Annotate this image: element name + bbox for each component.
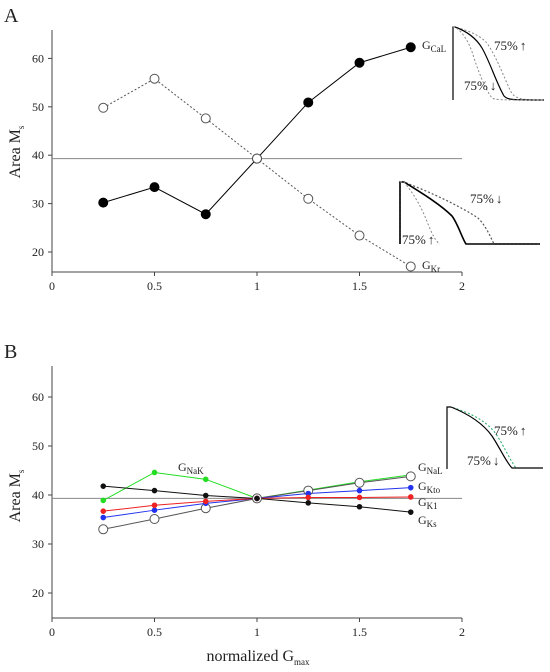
label-gkto: GKto	[418, 479, 441, 495]
point-cal	[354, 57, 365, 68]
point-cal	[303, 97, 314, 108]
x-tick-label: 2	[459, 279, 465, 293]
x-tick-label: 0.5	[147, 625, 162, 639]
point-k1	[151, 502, 158, 509]
point-ks	[305, 500, 312, 506]
x-tick-label: 0.5	[147, 279, 162, 293]
y-tick-label: 20	[32, 586, 44, 600]
point-k1	[202, 498, 209, 505]
point-kto	[407, 484, 414, 491]
point-kto	[100, 514, 107, 521]
panel-b-letter: B	[4, 341, 17, 363]
point-nak	[151, 469, 158, 476]
point-nal	[98, 524, 109, 535]
y-tick-label: 50	[32, 100, 44, 114]
panel-b-x-label: normalized Gmax	[206, 648, 310, 667]
y-tick-label: 60	[32, 51, 44, 65]
label-gcal: GCaL	[422, 38, 446, 54]
point-k1	[305, 494, 312, 501]
panel-b-series	[98, 469, 416, 535]
x-tick-label: 1.5	[352, 625, 367, 639]
label-gkr: GKr	[422, 258, 440, 274]
point-nal	[354, 477, 365, 488]
x-tick-label: 0	[49, 279, 55, 293]
point-cal	[149, 182, 160, 193]
inset-ap-gkr: 75% ↓ 75% ↑	[399, 181, 540, 247]
y-tick-label: 50	[32, 439, 44, 453]
point-ks	[356, 503, 363, 510]
panel-a-letter: A	[4, 5, 19, 27]
point-kto	[356, 487, 363, 494]
series-line-kr	[103, 78, 412, 267]
y-tick-label: 30	[32, 197, 44, 211]
inset-ap-b: 75% ↑ 75% ↓	[446, 406, 543, 469]
point-nal	[405, 471, 416, 482]
point-nak	[100, 497, 107, 504]
point-kr	[405, 261, 416, 272]
panel-b-y-label: Area Ms	[7, 469, 26, 522]
inset-2-upper-label: 75% ↓	[470, 191, 502, 206]
x-tick-label: 1	[254, 279, 260, 293]
inset-1-lower-label: 75% ↓	[464, 78, 496, 93]
point-ks	[151, 487, 158, 494]
inset-b-upper-label: 75% ↑	[494, 423, 526, 438]
point-cal	[200, 209, 211, 220]
panel-a-series	[98, 42, 416, 272]
point-kr	[252, 153, 262, 164]
inset-ap-gcal: 75% ↑ 75% ↓	[452, 26, 545, 101]
y-tick-label: 40	[32, 148, 44, 162]
point-nal	[149, 514, 160, 525]
point-ks	[254, 495, 260, 502]
x-tick-label: 1.5	[352, 279, 367, 293]
label-gnak: GNaK	[178, 460, 204, 476]
panel-a-x-ticks: 0 0.5 1 1.5 2	[49, 272, 465, 293]
panel-b-x-ticks: 0 0.5 1 1.5 2	[49, 618, 465, 639]
y-tick-label: 30	[32, 537, 44, 551]
point-k1	[100, 508, 107, 514]
inset-2-lower-label: 75% ↑	[402, 232, 434, 247]
panel-a-y-ticks: 20 30 40 50 60	[32, 51, 52, 259]
y-tick-label: 40	[32, 488, 44, 502]
inset-b-lower-label: 75% ↓	[467, 453, 499, 468]
point-kr	[303, 193, 314, 204]
series-line-cal	[103, 46, 411, 215]
point-k1	[356, 494, 363, 501]
label-gk1: GK1	[418, 495, 438, 511]
point-cal	[405, 42, 416, 53]
point-k1	[407, 494, 414, 500]
point-ks	[407, 509, 414, 515]
point-kr	[98, 102, 109, 113]
point-kr	[149, 73, 160, 84]
panel-b: B 0 0.5 1 1.5 2 20 30 40 50 60 Area Ms normalize…	[4, 341, 543, 667]
inset-1-upper-label: 75% ↑	[494, 38, 526, 53]
label-gks: GKs	[418, 513, 437, 529]
y-tick-label: 20	[32, 245, 44, 259]
point-cal	[98, 197, 109, 208]
point-kr	[354, 230, 365, 241]
x-tick-label: 2	[459, 625, 465, 639]
y-tick-label: 60	[32, 390, 44, 404]
label-gnal: GNaL	[418, 460, 443, 476]
point-ks	[100, 483, 107, 489]
point-nak	[202, 476, 209, 483]
x-tick-label: 1	[254, 625, 260, 639]
point-kr	[200, 113, 211, 124]
point-ks	[202, 492, 209, 499]
point-kto	[151, 507, 158, 513]
panel-b-y-ticks: 20 30 40 50 60	[32, 390, 52, 600]
x-tick-label: 0	[49, 625, 55, 639]
panel-a-y-label: Area Ms	[7, 125, 26, 178]
